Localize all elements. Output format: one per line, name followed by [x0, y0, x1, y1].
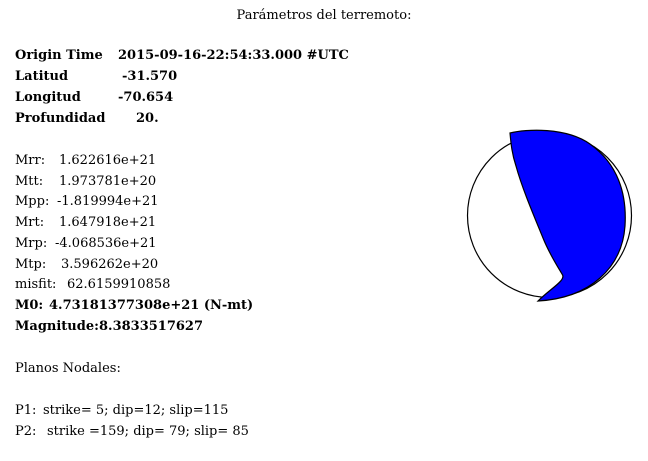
m0-value: 4.73181377308e+21 (N-mt): [49, 298, 254, 313]
mtt-label: Mtt:: [15, 174, 44, 189]
magnitude-row: Magnitude:8.3833517627: [15, 318, 203, 336]
magnitude-value: 8.3833517627: [99, 319, 204, 334]
origin-time-value: 2015-09-16-22:54:33.000 #UTC: [118, 48, 349, 63]
origin-time-row: Origin Time 2015-09-16-22:54:33.000 #UTC: [15, 47, 349, 65]
p1-label: P1:: [15, 403, 37, 418]
latitud-value: -31.570: [122, 69, 178, 84]
misfit-value: 62.6159910858: [67, 277, 171, 292]
mpp-label: Mpp:: [15, 194, 50, 209]
mrr-label: Mrr:: [15, 153, 46, 168]
m0-label: M0:: [15, 298, 44, 313]
latitud-row: Latitud -31.570: [15, 68, 177, 86]
mtt-value: 1.973781e+20: [59, 174, 157, 189]
mtp-row: Mtp: 3.596262e+20: [15, 256, 158, 274]
mtp-label: Mtp:: [15, 257, 47, 272]
longitud-row: Longitud -70.654: [15, 89, 173, 107]
mrp-label: Mrp:: [15, 236, 48, 251]
mpp-row: Mpp: -1.819994e+21: [15, 193, 159, 211]
mtt-row: Mtt: 1.973781e+20: [15, 173, 156, 191]
origin-time-label: Origin Time: [15, 48, 103, 63]
profundidad-row: Profundidad 20.: [15, 110, 159, 128]
mrt-value: 1.647918e+21: [59, 215, 157, 230]
misfit-label: misfit:: [15, 277, 57, 292]
mrp-value: -4.068536e+21: [55, 236, 157, 251]
profundidad-label: Profundidad: [15, 111, 106, 126]
page-title: Parámetros del terremoto:: [236, 8, 412, 23]
plane-p1-row: P1: strike= 5; dip=12; slip=115: [15, 402, 228, 420]
latitud-label: Latitud: [15, 69, 69, 84]
magnitude-label: Magnitude:: [15, 319, 99, 334]
longitud-value: -70.654: [118, 90, 174, 105]
mrt-label: Mrt:: [15, 215, 45, 230]
mrp-row: Mrp: -4.068536e+21: [15, 235, 157, 253]
mrr-row: Mrr: 1.622616e+21: [15, 152, 156, 170]
m0-row: M0: 4.73181377308e+21 (N-mt): [15, 297, 253, 315]
mtp-value: 3.596262e+20: [61, 257, 159, 272]
misfit-row: misfit: 62.6159910858: [15, 276, 170, 294]
focal-mechanism-beachball: [466, 129, 633, 302]
p1-value: strike= 5; dip=12; slip=115: [43, 403, 229, 418]
profundidad-value: 20.: [136, 111, 159, 126]
p2-label: P2:: [15, 424, 37, 439]
mrr-value: 1.622616e+21: [59, 153, 157, 168]
mrt-row: Mrt: 1.647918e+21: [15, 214, 156, 232]
beachball-compression-region: [509, 129, 626, 302]
planos-heading: Planos Nodales:: [15, 361, 121, 376]
plane-p2-row: P2: strike =159; dip= 79; slip= 85: [15, 423, 249, 441]
p2-value: strike =159; dip= 79; slip= 85: [47, 424, 249, 439]
mpp-value: -1.819994e+21: [57, 194, 159, 209]
longitud-label: Longitud: [15, 90, 81, 105]
